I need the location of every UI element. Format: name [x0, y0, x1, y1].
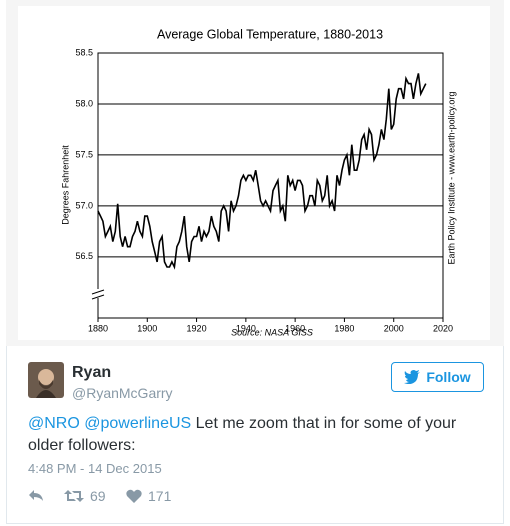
y-tick-label: 57.0: [75, 200, 93, 210]
user-handle[interactable]: @RyanMcGarry: [72, 385, 173, 401]
axis-break: [91, 289, 105, 300]
chart: Average Global Temperature, 1880-2013 De…: [18, 6, 490, 340]
mention[interactable]: @NRO: [28, 415, 80, 432]
timestamp[interactable]: 4:48 PM - 14 Dec 2015: [28, 461, 162, 476]
x-tick-label: 1960: [285, 323, 305, 333]
x-tick-label: 1900: [137, 323, 157, 333]
x-tick-label: 1940: [236, 323, 256, 333]
retweet-icon: [64, 490, 84, 502]
x-tick-label: 2000: [384, 323, 404, 333]
like-count: 171: [148, 488, 172, 504]
reply-button[interactable]: [28, 488, 44, 502]
y-tick-label: 56.5: [75, 251, 93, 261]
x-tick-label: 2020: [433, 323, 453, 333]
retweet-button[interactable]: 69: [64, 488, 106, 504]
chart-title: Average Global Temperature, 1880-2013: [157, 27, 383, 41]
heart-icon: [126, 489, 142, 503]
chart-image: Average Global Temperature, 1880-2013 De…: [6, 0, 504, 346]
y-tick-label: 57.5: [75, 149, 93, 159]
user-name[interactable]: Ryan: [72, 364, 112, 381]
y-axis-label: Degrees Fahrenheit: [60, 145, 70, 225]
temperature-line: [97, 73, 427, 270]
chart-background: [18, 6, 490, 340]
credit: Earth Policy Institute - www.earth-polic…: [446, 92, 456, 265]
follow-label: Follow: [426, 369, 471, 385]
retweet-count: 69: [90, 488, 106, 504]
mention[interactable]: @powerlineUS: [84, 415, 192, 432]
follow-button[interactable]: Follow: [391, 362, 484, 392]
tweet-body: Let me zoom that in for some of your old…: [28, 415, 457, 454]
y-tick-label: 58.5: [75, 47, 93, 57]
x-tick-label: 1880: [88, 323, 108, 333]
y-tick-label: 58.0: [75, 98, 93, 108]
tweet-text: @NRO @powerlineUS Let me zoom that in fo…: [28, 413, 478, 457]
bird-icon: [404, 370, 421, 384]
source: Source: NASA GISS: [231, 327, 313, 337]
avatar[interactable]: [28, 362, 64, 398]
x-tick-label: 1920: [187, 323, 207, 333]
reply-icon: [29, 490, 43, 501]
like-button[interactable]: 171: [126, 488, 171, 504]
x-tick-label: 1980: [334, 323, 354, 333]
